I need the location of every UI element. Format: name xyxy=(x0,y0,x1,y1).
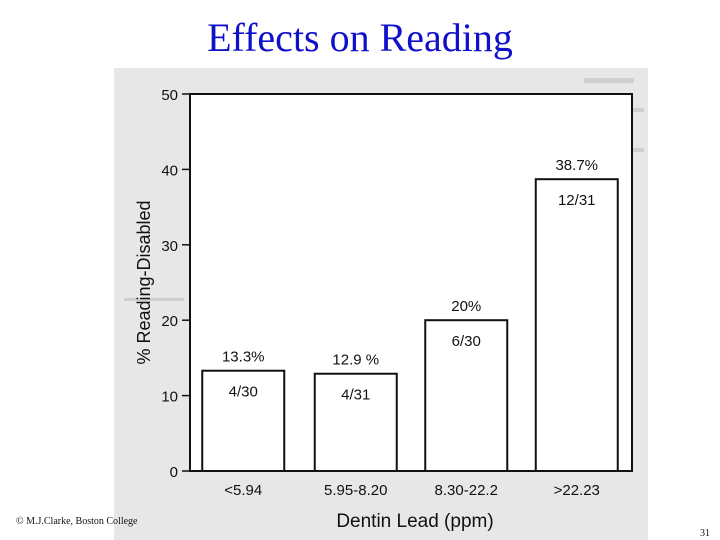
bar-count-label: 6/30 xyxy=(452,333,481,350)
y-tick-label: 30 xyxy=(161,238,178,255)
bar-count-label: 4/31 xyxy=(341,387,370,404)
x-tick-label: >22.23 xyxy=(554,482,600,499)
bar xyxy=(313,372,398,473)
copyright-footer: © M.J.Clarke, Boston College xyxy=(16,516,138,527)
y-tick-label: 20 xyxy=(161,313,178,330)
x-axis-tick-labels: <5.94 5.95-8.20 8.30-22.2 >22.23 xyxy=(224,482,600,499)
slide-title: Effects on Reading xyxy=(207,15,513,60)
y-tick-label: 10 xyxy=(161,389,178,406)
x-tick-label: <5.94 xyxy=(224,482,262,499)
x-axis-label: Dentin Lead (ppm) xyxy=(336,511,493,532)
bar xyxy=(201,369,286,472)
bars: 13.3% 4/30 12.9 % 4/31 20% 6/30 38.7% 12/31 xyxy=(201,157,619,473)
scanned-chart-image: 0 10 20 30 40 50 13.3% 4/30 12.9 % 4/31 20% 6/30 38… xyxy=(114,68,648,540)
bar-chart: 0 10 20 30 40 50 13.3% 4/30 12.9 % 4/31 20% 6/30 38… xyxy=(124,78,644,532)
y-tick-label: 50 xyxy=(161,87,178,104)
x-tick-label: 5.95-8.20 xyxy=(324,482,387,499)
bar-value-label: 38.7% xyxy=(555,157,598,174)
bar-count-label: 12/31 xyxy=(558,192,596,209)
x-tick-label: 8.30-22.2 xyxy=(435,482,498,499)
bar xyxy=(424,319,509,472)
y-axis: 0 10 20 30 40 50 xyxy=(161,87,190,481)
bar xyxy=(534,178,619,473)
bar-value-label: 12.9 % xyxy=(332,352,379,369)
bar-value-label: 20% xyxy=(451,298,481,315)
bar-count-label: 4/30 xyxy=(229,384,258,401)
y-tick-label: 40 xyxy=(161,162,178,179)
page-number: 31 xyxy=(700,528,710,539)
bar-value-label: 13.3% xyxy=(222,349,265,366)
y-tick-label: 0 xyxy=(170,464,178,481)
y-axis-label: % Reading-Disabled xyxy=(134,200,154,364)
